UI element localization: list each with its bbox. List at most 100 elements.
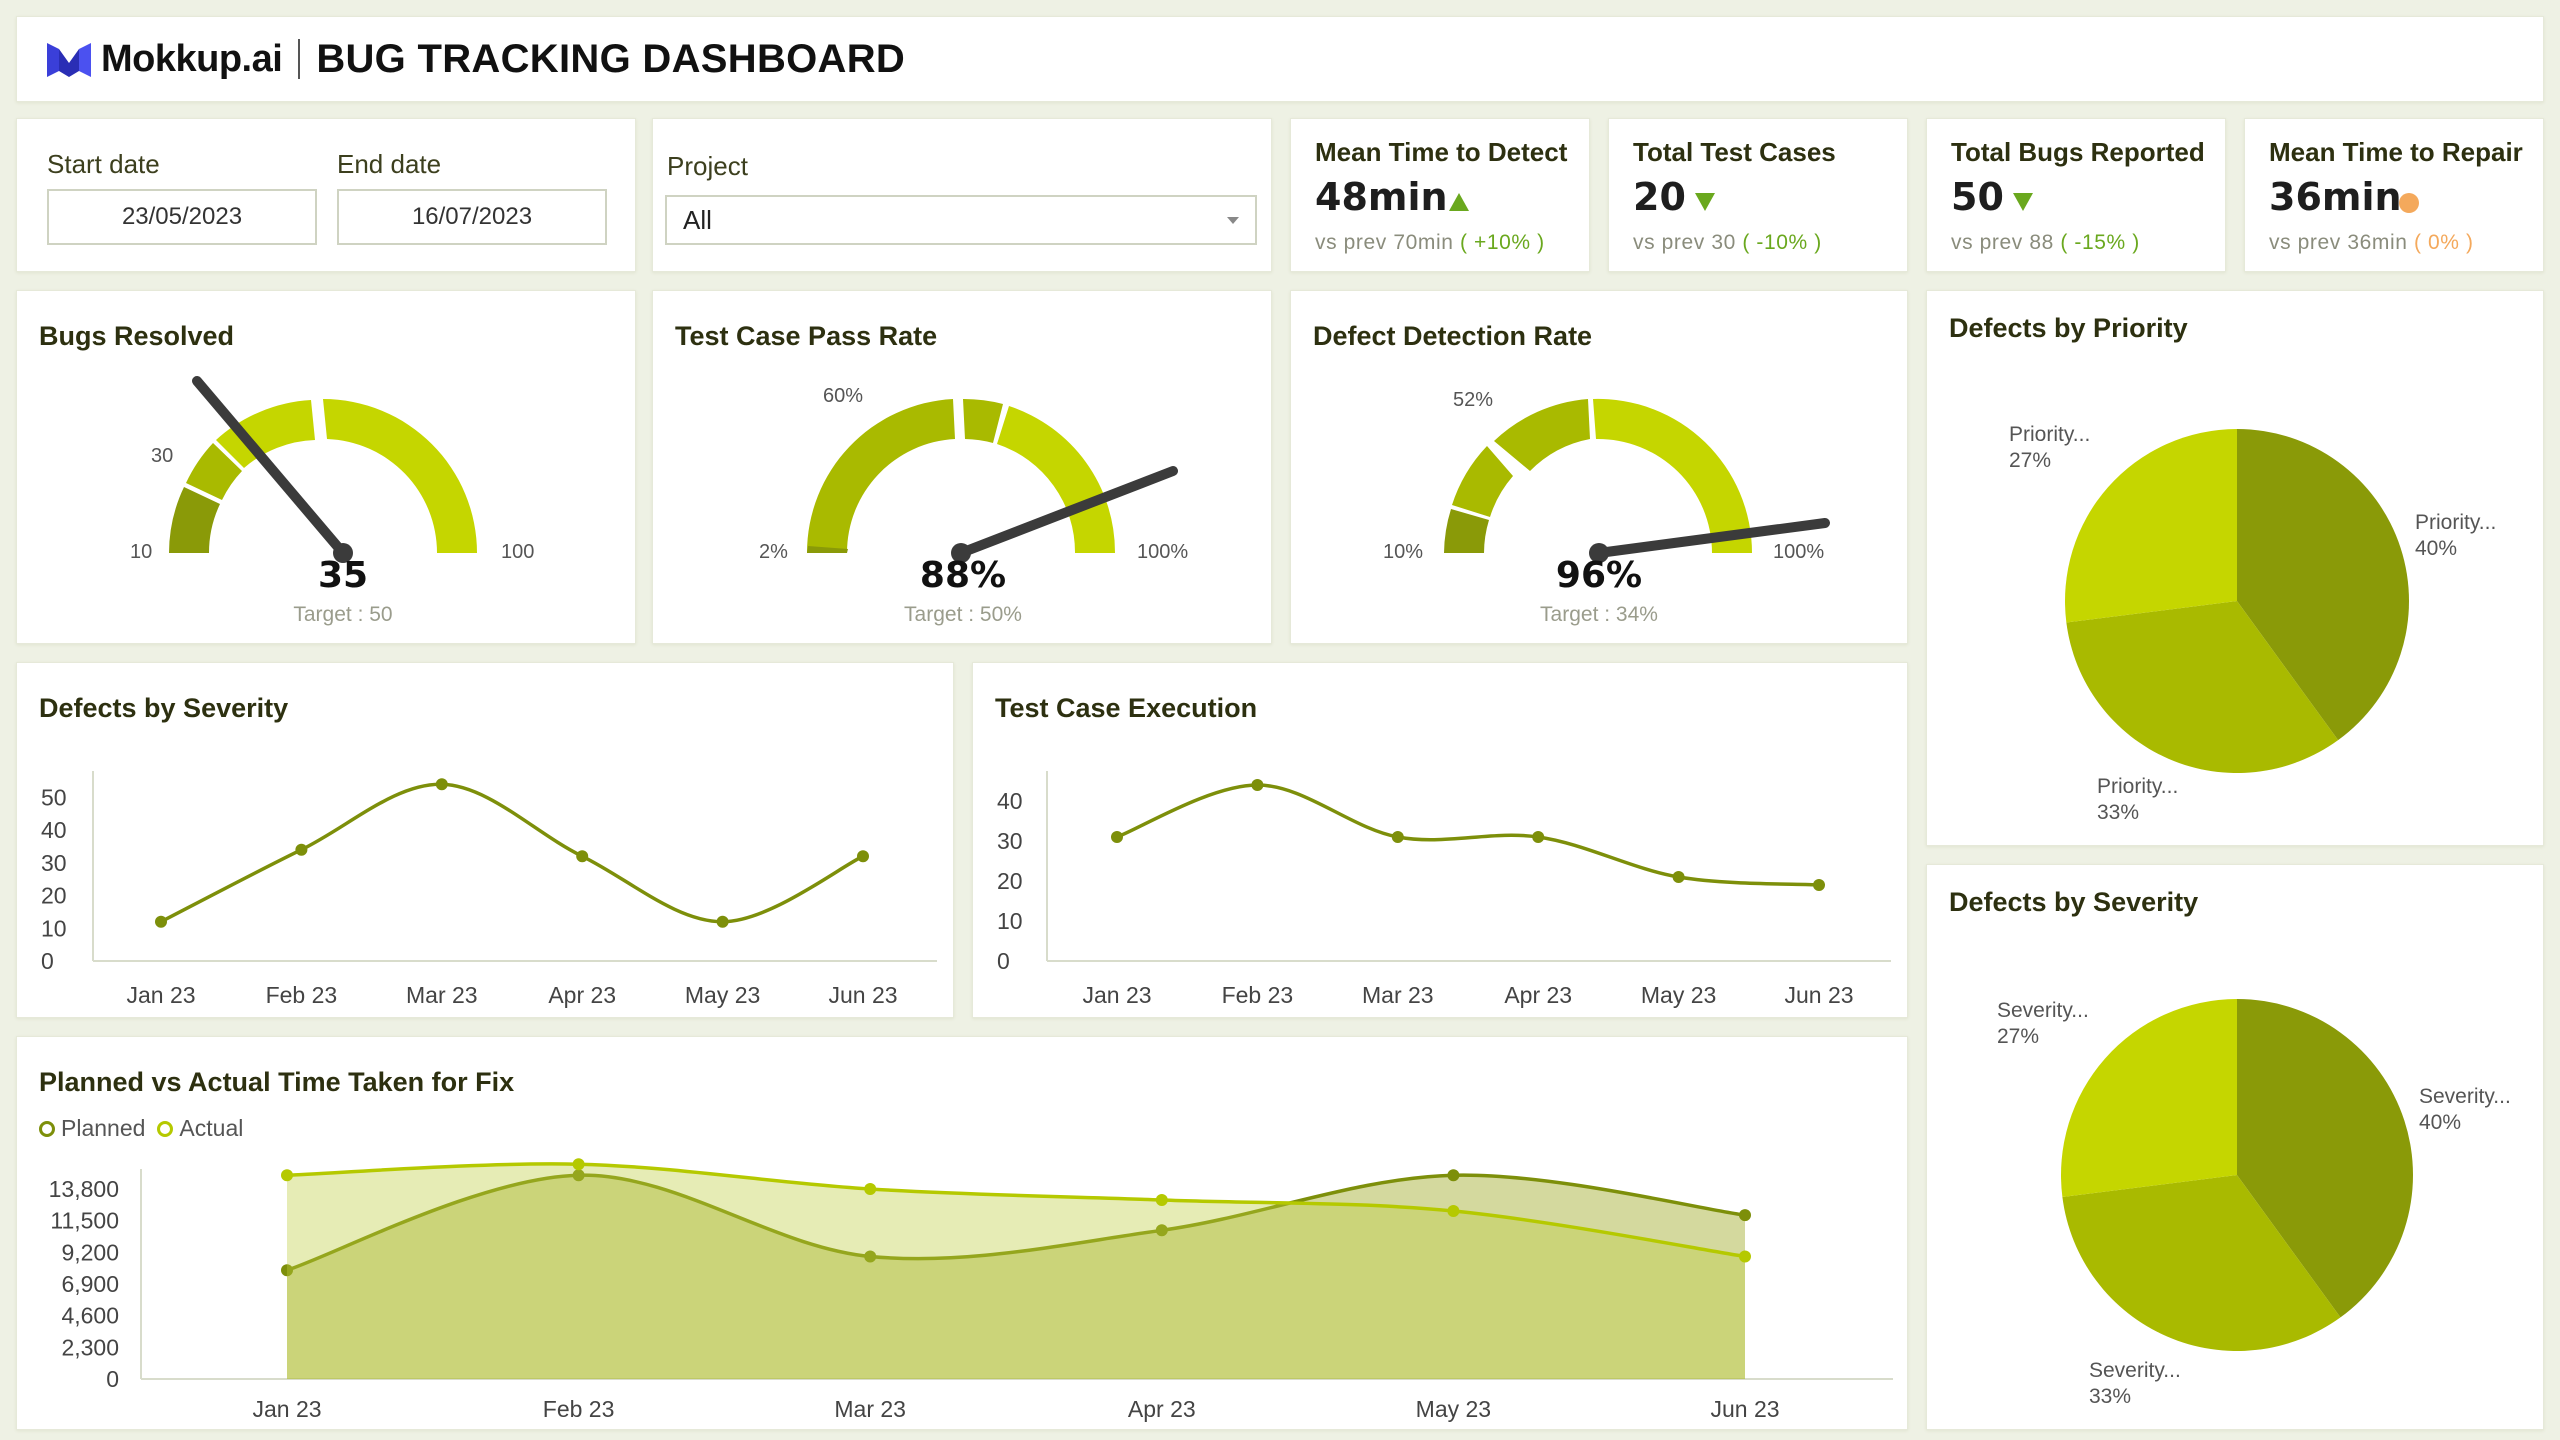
arrow-down-icon [2013, 193, 2033, 211]
x-tick-label: Jan 23 [252, 1396, 321, 1422]
x-tick-label: May 23 [685, 982, 760, 1008]
panel-title: Defects by Severity [39, 693, 289, 723]
slice-percent: 40% [2419, 1111, 2461, 1134]
gauge-mid-label: 52% [1453, 389, 1494, 411]
data-point [576, 850, 589, 863]
page-title: BUG TRACKING DASHBOARD [316, 36, 906, 81]
slice-percent: 27% [1997, 1025, 2039, 1048]
test-execution-card: Test Case Execution 40 30 20 10 0 Jan 23 Feb 2… [972, 662, 1908, 1018]
gauge-target: Target : 34% [1540, 603, 1658, 626]
y-tick-label: 10 [997, 908, 1023, 934]
end-date-label: End date [337, 149, 442, 179]
x-tick-label: Feb 23 [266, 982, 338, 1008]
y-tick-label: 0 [41, 948, 54, 974]
gauge-value: 88% [919, 555, 1007, 596]
gauge-bugs-resolved [169, 376, 477, 563]
gauge-card-pass-rate: Test Case Pass Rate 2% 60% 100% 88% Targ… [652, 290, 1272, 644]
kpi-change: ( +10% ) [1459, 231, 1545, 254]
legend-planned-marker [39, 1120, 55, 1137]
kpi-prev-label: vs prev 30 [1633, 231, 1736, 254]
defects-severity-pie-card: Defects by Severity Severity... 40% Severi… [1926, 864, 2544, 1430]
data-point [1155, 1194, 1168, 1207]
x-tick-label: Jun 23 [828, 982, 897, 1008]
data-point [1672, 871, 1685, 883]
gauge-card-detection-rate: Defect Detection Rate 10% 52% 100% 96% T… [1290, 290, 1908, 644]
panel-title: Defects by Priority [1949, 313, 2188, 343]
gauge-max-label: 100% [1773, 541, 1825, 563]
series-line-planned [286, 1173, 1746, 1272]
gauge-min-label: 10% [1383, 541, 1424, 563]
gauge-max-label: 100 [501, 541, 535, 563]
data-point [435, 778, 448, 791]
kpi-change: ( -10% ) [1742, 231, 1822, 254]
kpi-prev: vs prev 30 ( -10% ) [1633, 231, 1822, 255]
panel-title: Defect Detection Rate [1313, 321, 1593, 351]
start-date-input[interactable]: 23/05/2023 [47, 189, 317, 245]
kpi-title: Total Bugs Reported [1951, 137, 2205, 167]
project-select[interactable]: All [665, 195, 1257, 245]
series-line-actual [286, 1162, 1746, 1259]
y-tick-label: 0 [106, 1366, 119, 1392]
gauge-mid-label: 60% [823, 385, 864, 407]
test-execution-chart: 40 30 20 10 0 Jan 23 Feb 23 Mar 23 Apr 23 May 23 J… [997, 771, 1891, 1008]
y-tick-label: 11,500 [50, 1208, 119, 1234]
x-tick-label: Jan 23 [126, 982, 195, 1008]
y-tick-label: 20 [41, 883, 67, 909]
legend-actual-marker [157, 1120, 174, 1137]
pie-slice [2237, 999, 2413, 1318]
y-tick-label: 2,300 [61, 1334, 119, 1360]
gauge-pass-rate [806, 398, 1178, 563]
x-tick-label: Apr 23 [548, 982, 616, 1008]
data-point [295, 843, 308, 856]
defects-priority-card: Defects by Priority Priority... 40% Priori… [1926, 290, 2544, 846]
gauge-value: 35 [317, 555, 369, 596]
series-line [160, 782, 864, 924]
kpi-prev: vs prev 70min ( +10% ) [1315, 231, 1545, 255]
y-tick-label: 20 [997, 868, 1023, 894]
pie-slice [2066, 601, 2339, 773]
slice-label: Priority... [2009, 423, 2090, 446]
data-point [864, 1183, 877, 1195]
kpi-change: ( -15% ) [2060, 231, 2140, 254]
x-tick-label: Mar 23 [406, 982, 478, 1008]
chart-legend: Planned Actual [39, 1115, 243, 1142]
gauge-needle [956, 466, 1178, 558]
slice-label: Severity... [2419, 1085, 2511, 1108]
slice-percent: 27% [2009, 449, 2051, 472]
x-tick-label: Mar 23 [834, 1396, 906, 1422]
y-tick-label: 40 [41, 817, 67, 843]
x-tick-label: May 23 [1416, 1396, 1491, 1422]
x-tick-label: Apr 23 [1504, 982, 1572, 1008]
x-tick-label: Jun 23 [1784, 982, 1853, 1008]
data-point [281, 1169, 293, 1182]
brand-name: Mokkup.ai [101, 37, 283, 80]
header-divider [298, 39, 301, 79]
project-filter-card: Project All [652, 118, 1272, 272]
data-point [864, 1250, 877, 1263]
kpi-change: ( 0% ) [2413, 231, 2474, 254]
arrow-up-icon [1449, 193, 1469, 211]
x-tick-label: Mar 23 [1362, 982, 1434, 1008]
legend-actual-label[interactable]: Actual [179, 1115, 244, 1141]
legend-planned-label[interactable]: Planned [61, 1115, 146, 1141]
slice-percent: 33% [2089, 1385, 2131, 1408]
y-tick-label: 30 [41, 850, 67, 876]
panel-title: Planned vs Actual Time Taken for Fix [39, 1067, 515, 1097]
defects-priority-pie: Priority... 40% Priority... 33% Priority... 2… [2009, 423, 2496, 824]
date-filter-card: Start date End date 23/05/2023 16/07/202… [16, 118, 636, 272]
kpi-title: Total Test Cases [1633, 137, 1836, 167]
arrow-down-icon [1695, 193, 1715, 211]
neutral-dot-icon [2399, 193, 2419, 213]
y-tick-label: 30 [997, 828, 1023, 854]
panel-title: Test Case Execution [995, 693, 1258, 723]
kpi-value: 36min [2269, 175, 2402, 219]
chevron-down-icon[interactable] [1227, 217, 1239, 224]
gauge-min-label: 2% [759, 541, 788, 563]
gauge-min-label: 10 [130, 541, 153, 563]
gauge-detection-rate [1444, 398, 1830, 563]
end-date-input[interactable]: 16/07/2023 [337, 189, 607, 245]
x-tick-label: Jan 23 [1082, 982, 1151, 1008]
slice-label: Priority... [2415, 511, 2496, 534]
kpi-title: Mean Time to Detect [1315, 137, 1568, 167]
panel-title: Test Case Pass Rate [675, 321, 938, 351]
